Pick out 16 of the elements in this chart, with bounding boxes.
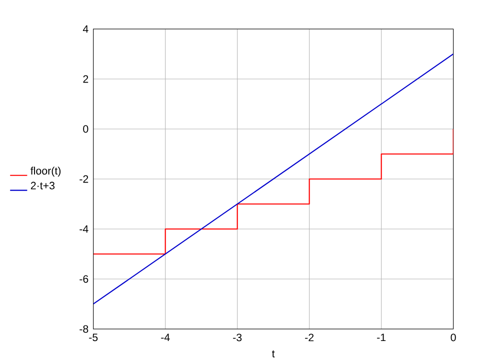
- y-tick-label: -2: [80, 175, 88, 183]
- x-axis-title: t: [272, 350, 275, 358]
- x-tick-label: -4: [161, 334, 170, 342]
- legend-label: floor(t): [30, 166, 61, 177]
- y-tick-label: -8: [80, 325, 88, 333]
- x-tick-label: -5: [89, 334, 98, 342]
- legend-label: 2·t+3: [30, 182, 55, 190]
- x-tick-label: -3: [233, 334, 242, 342]
- y-tick-label: 4: [82, 25, 88, 33]
- x-tick-label: -1: [377, 334, 386, 342]
- x-tick-label: -2: [305, 334, 314, 342]
- y-tick-label: 0: [83, 125, 88, 133]
- y-tick-label: 2: [83, 75, 88, 83]
- y-tick-label: -4: [80, 225, 88, 233]
- y-tick-label: -6: [80, 275, 88, 283]
- x-tick-label: 0: [450, 334, 456, 342]
